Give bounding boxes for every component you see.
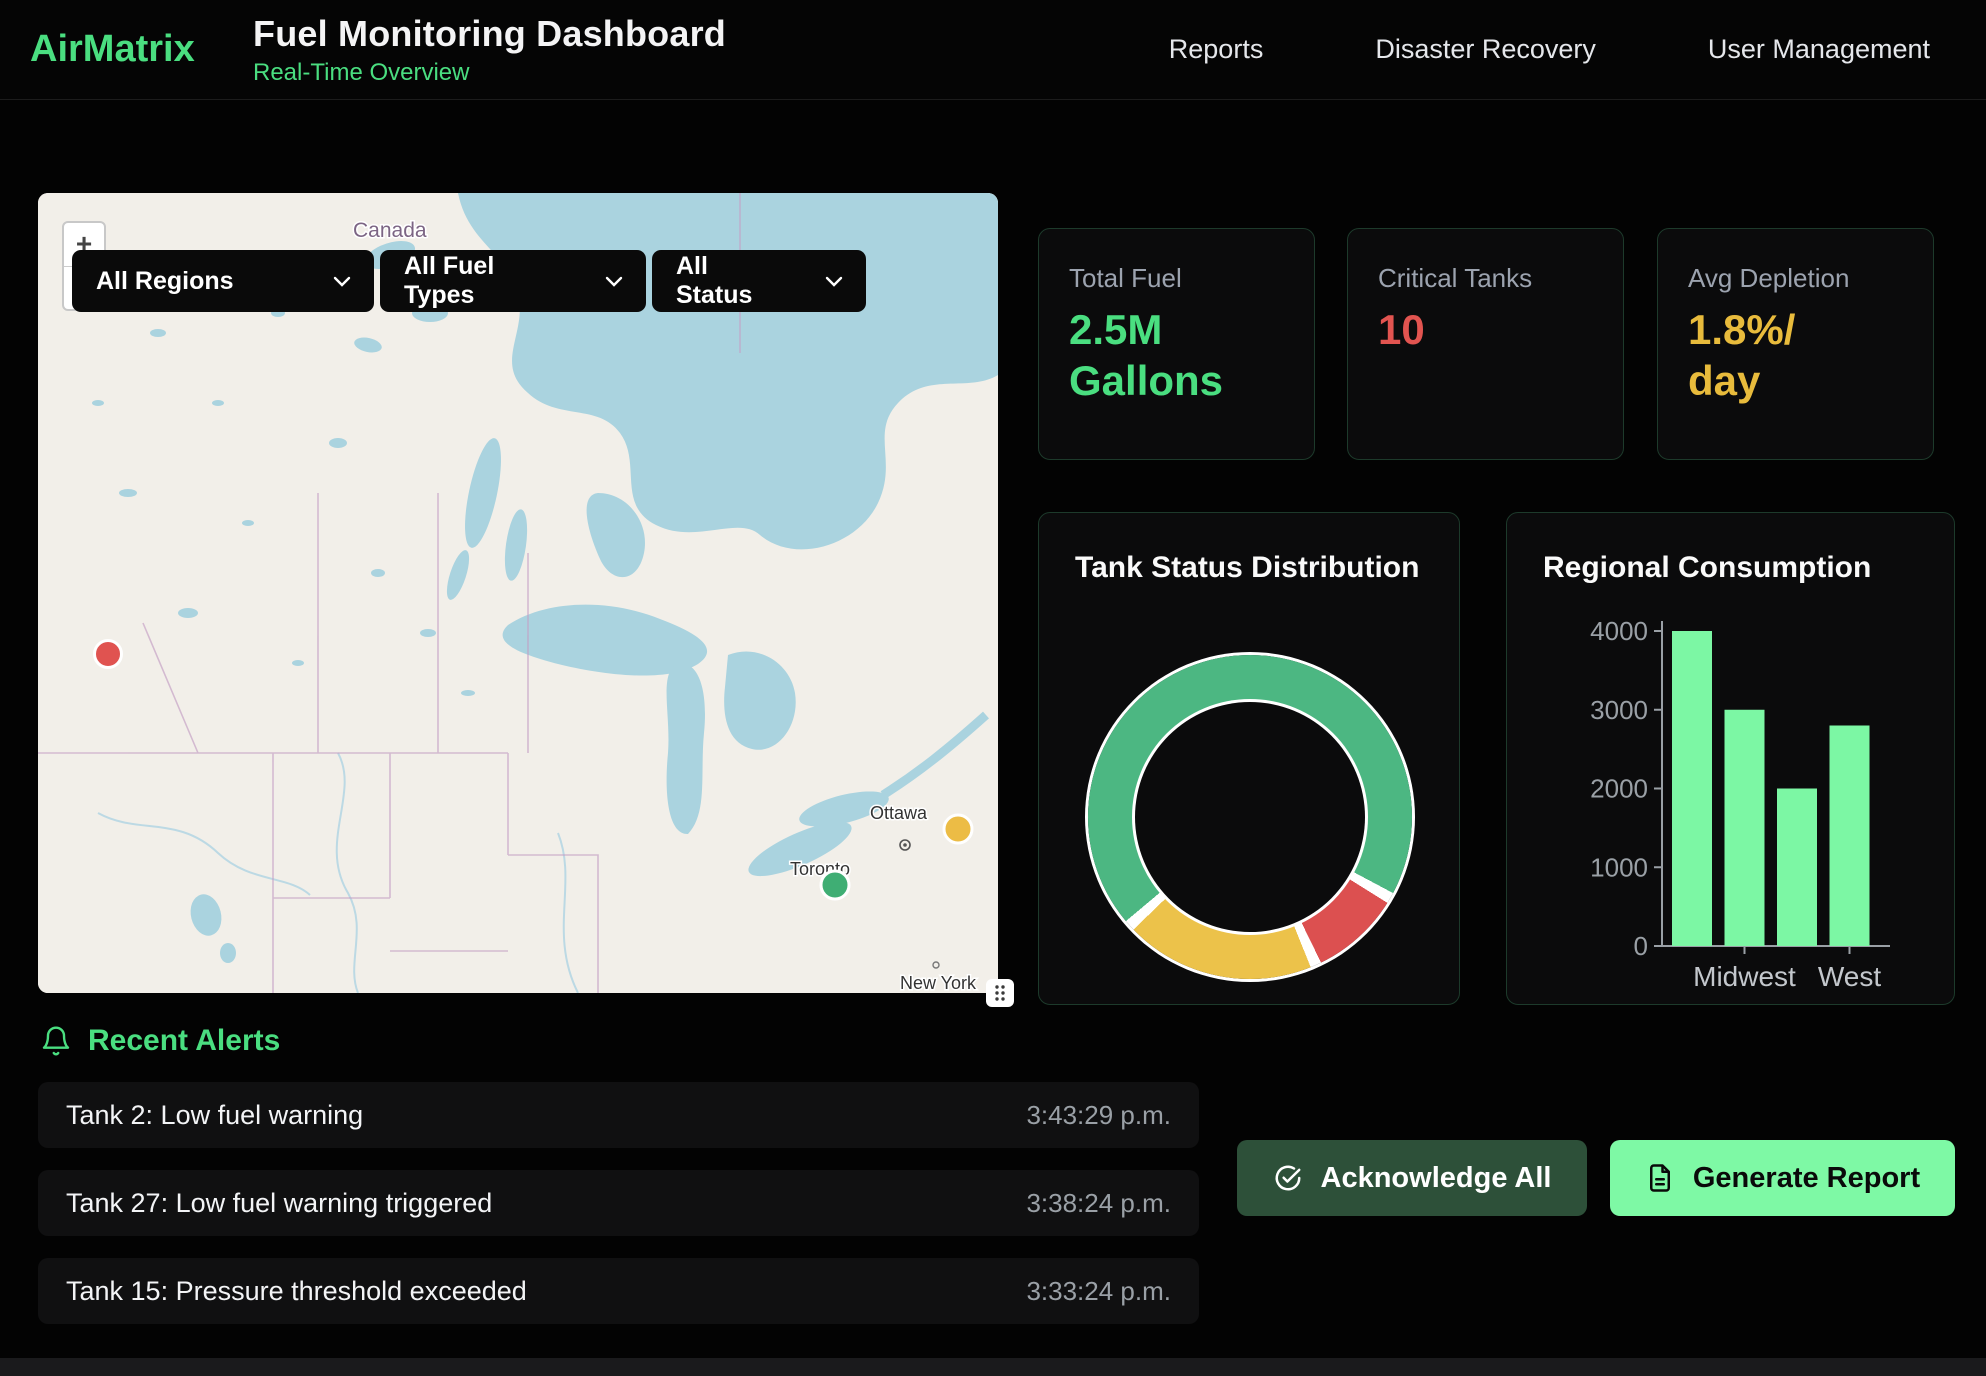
generate-report-label: Generate Report [1693,1162,1920,1195]
header: AirMatrix Fuel Monitoring Dashboard Real… [0,0,1986,100]
svg-text:1000: 1000 [1590,852,1648,882]
regional-consumption-bar-chart[interactable]: 0 1000 2000 3000 4000 Midwest West [1507,513,1955,1005]
status-filter-value: All Status [676,252,790,310]
stat-value: 10 [1378,304,1593,355]
acknowledge-all-label: Acknowledge All [1321,1162,1552,1195]
stat-value: 2.5M Gallons [1069,304,1284,406]
svg-text:3000: 3000 [1590,695,1648,725]
tank-marker-normal[interactable] [821,871,849,899]
map-attribution-toggle[interactable] [986,979,1014,1007]
chevron-down-icon [570,274,624,288]
generate-report-button[interactable]: Generate Report [1610,1140,1955,1216]
stat-card-total-fuel: Total Fuel 2.5M Gallons [1038,228,1315,460]
map-panel: Canada Ottawa Toronto New York [38,193,998,993]
alert-timestamp: 3:38:24 p.m. [1026,1188,1171,1219]
map-label-ottawa: Ottawa [870,803,928,823]
page-subtitle: Real-Time Overview [253,59,726,87]
svg-text:0: 0 [1634,931,1648,961]
tank-marker-critical[interactable] [95,641,122,668]
nav-item-disaster-recovery[interactable]: Disaster Recovery [1375,34,1596,65]
status-filter-select[interactable]: All Status [652,250,866,312]
chevron-down-icon [298,274,352,288]
stat-card-critical-tanks: Critical Tanks 10 [1347,228,1624,460]
alert-row[interactable]: Tank 2: Low fuel warning 3:43:29 p.m. [38,1082,1199,1148]
title-block: Fuel Monitoring Dashboard Real-Time Over… [253,13,726,87]
grip-dots-icon [993,984,1007,1002]
stat-label: Critical Tanks [1378,263,1593,294]
region-filter-value: All Regions [96,267,234,296]
chevron-down-icon [790,274,844,288]
acknowledge-all-button[interactable]: Acknowledge All [1237,1140,1587,1216]
alert-message: Tank 27: Low fuel warning triggered [66,1188,492,1219]
alert-row[interactable]: Tank 15: Pressure threshold exceeded 3:3… [38,1258,1199,1324]
map-label-canada: Canada [353,219,427,242]
tank-status-donut-chart[interactable] [1088,655,1412,979]
stat-value: 1.8%/ day [1688,304,1903,406]
page-title: Fuel Monitoring Dashboard [253,13,726,55]
stat-card-avg-depletion: Avg Depletion 1.8%/ day [1657,228,1934,460]
main-nav: Reports Disaster Recovery User Managemen… [1169,34,1986,65]
recent-alerts-heading: Recent Alerts [40,1024,280,1058]
map-canvas[interactable]: Canada Ottawa Toronto New York [38,193,998,993]
fuel-type-filter-select[interactable]: All Fuel Types [380,250,646,312]
chart-title: Tank Status Distribution [1075,551,1419,585]
map-label-new-york: New York [900,973,977,993]
brand-logo: AirMatrix [0,28,253,71]
tank-marker-warning[interactable] [944,815,972,843]
alert-message: Tank 15: Pressure threshold exceeded [66,1276,527,1307]
recent-alerts-title: Recent Alerts [88,1024,280,1058]
tank-status-card: Tank Status Distribution [1038,512,1460,1005]
regional-consumption-card: Regional Consumption 01000200030004000Mi… [1506,512,1955,1005]
map-filters: All Regions All Fuel Types All Status [72,250,866,312]
bottom-window-edge [0,1358,1986,1376]
report-document-icon [1645,1163,1675,1193]
svg-text:2000: 2000 [1590,774,1648,804]
svg-text:West: West [1818,961,1881,992]
check-circle-icon [1273,1163,1303,1193]
region-filter-select[interactable]: All Regions [72,250,374,312]
alert-timestamp: 3:33:24 p.m. [1026,1276,1171,1307]
alert-message: Tank 2: Low fuel warning [66,1100,363,1131]
nav-item-user-management[interactable]: User Management [1708,34,1930,65]
bell-icon [40,1025,72,1057]
nav-item-reports[interactable]: Reports [1169,34,1264,65]
fuel-monitoring-dashboard: AirMatrix Fuel Monitoring Dashboard Real… [0,0,1986,1376]
svg-text:4000: 4000 [1590,616,1648,646]
alert-timestamp: 3:43:29 p.m. [1026,1100,1171,1131]
fuel-type-filter-value: All Fuel Types [404,252,570,310]
stat-label: Avg Depletion [1688,263,1903,294]
svg-text:Midwest: Midwest [1693,961,1796,992]
stat-label: Total Fuel [1069,263,1284,294]
alert-row[interactable]: Tank 27: Low fuel warning triggered 3:38… [38,1170,1199,1236]
